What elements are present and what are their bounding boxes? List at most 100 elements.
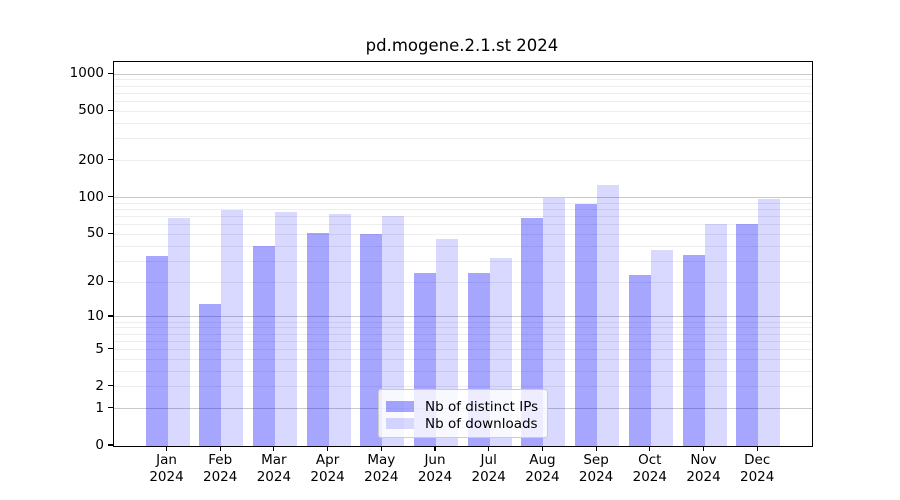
x-tick-label: May 2024 (364, 452, 399, 485)
gridline-minor (114, 92, 812, 94)
gridline-minor (114, 333, 812, 335)
plot-area (113, 61, 813, 447)
x-tick-mark (380, 446, 382, 452)
x-tick-label: Dec 2024 (740, 452, 775, 485)
y-tick-mark (108, 109, 113, 112)
bar-downloads (382, 215, 405, 446)
x-tick-mark (595, 446, 597, 452)
bar-distinct-ips (736, 223, 759, 446)
y-tick-mark (108, 159, 113, 161)
x-tick-label: Jun 2024 (417, 452, 453, 485)
y-tick-mark (108, 385, 113, 387)
y-tick-mark (108, 72, 113, 74)
y-tick-mark (108, 407, 113, 409)
y-tick-label: 200 (78, 151, 104, 168)
bar-distinct-ips (575, 204, 598, 446)
x-tick-mark (165, 446, 168, 452)
x-tick-mark (649, 446, 651, 452)
gridline-minor (114, 160, 812, 162)
legend-label-distinct-ips: Nb of distinct IPs (425, 398, 539, 415)
bar-distinct-ips (199, 304, 222, 446)
y-tick-label: 10 (86, 307, 104, 324)
gridline-minor (114, 386, 812, 388)
bar-distinct-ips (145, 256, 168, 446)
y-tick-mark (108, 196, 113, 198)
gridline-minor (114, 281, 812, 283)
y-tick-mark (108, 280, 113, 282)
y-tick-label: 1 (95, 399, 104, 416)
y-tick-label: 0 (95, 437, 104, 453)
gridline-minor (114, 101, 812, 103)
y-tick-label: 50 (86, 225, 104, 242)
bar-downloads (543, 197, 566, 446)
gridline-minor (114, 138, 812, 140)
y-tick-mark (108, 444, 113, 446)
bar-downloads (597, 185, 620, 446)
bar-distinct-ips (628, 275, 651, 446)
gridline-minor (114, 202, 812, 204)
bar-downloads (167, 218, 190, 446)
x-tick-mark (702, 446, 705, 452)
x-tick-label: Sep 2024 (578, 452, 614, 485)
y-tick-mark (108, 315, 113, 317)
gridline-minor (114, 327, 812, 329)
legend-swatch-downloads (386, 418, 414, 429)
x-tick-mark (219, 446, 221, 452)
x-tick-label: Jul 2024 (471, 452, 506, 485)
bar-distinct-ips (682, 254, 705, 446)
x-tick-label: Jan 2024 (149, 452, 184, 485)
bar-downloads (221, 210, 244, 446)
x-tick-mark (488, 446, 490, 452)
y-tick-label: 500 (78, 102, 104, 119)
y-tick-label: 5 (95, 340, 104, 357)
x-tick-mark (327, 446, 329, 452)
gridline-minor (114, 260, 812, 262)
gridline-minor (114, 111, 812, 112)
gridline-major (114, 197, 812, 199)
y-tick-label: 1000 (69, 65, 104, 82)
gridline-minor (114, 321, 812, 323)
x-tick-label: Apr 2024 (310, 452, 345, 485)
legend-item-downloads: Nb of downloads (386, 415, 539, 432)
bar-downloads (704, 223, 727, 446)
bar-distinct-ips (306, 233, 329, 446)
gridline-major (114, 73, 812, 75)
x-tick-label: Aug 2024 (525, 452, 560, 485)
bar-downloads (758, 199, 781, 446)
gridline-minor (114, 349, 812, 351)
x-tick-label: Mar 2024 (256, 452, 292, 485)
bar-downloads (328, 214, 351, 446)
bar-downloads (650, 250, 673, 446)
gridline-minor (114, 209, 812, 211)
gridline-minor (114, 233, 812, 235)
bar-downloads (274, 211, 297, 446)
bar-distinct-ips (252, 246, 275, 446)
y-tick-mark (108, 232, 113, 235)
y-tick-mark (108, 347, 113, 350)
gridline-minor (114, 216, 812, 218)
gridline-minor (114, 85, 812, 87)
gridline-minor (114, 122, 812, 124)
gridline-minor (114, 370, 812, 372)
gridline-major (114, 316, 812, 318)
x-tick-label: Nov 2024 (686, 452, 721, 485)
gridline-minor (114, 245, 812, 247)
legend-item-distinct-ips: Nb of distinct IPs (386, 398, 539, 415)
x-tick-label: Oct 2024 (632, 452, 667, 485)
x-tick-mark (434, 446, 436, 452)
x-tick-mark (756, 446, 758, 452)
gridline-minor (114, 224, 812, 226)
y-tick-label: 20 (86, 273, 104, 290)
x-tick-mark (273, 446, 275, 452)
gridline-minor (114, 79, 812, 81)
legend-swatch-distinct-ips (386, 401, 414, 412)
gridline-minor (114, 340, 812, 342)
x-tick-mark (541, 446, 543, 452)
y-tick-label: 100 (78, 188, 104, 205)
legend: Nb of distinct IPs Nb of downloads (378, 389, 548, 438)
legend-label-downloads: Nb of downloads (425, 415, 538, 432)
gridline-minor (114, 358, 812, 360)
bar-distinct-ips (360, 234, 383, 446)
x-tick-label: Feb 2024 (203, 452, 238, 485)
